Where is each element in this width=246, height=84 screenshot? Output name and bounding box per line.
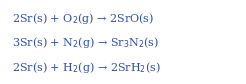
Text: 2Sr(s) + H$_2$(g) → 2SrH$_2$(s): 2Sr(s) + H$_2$(g) → 2SrH$_2$(s)	[12, 60, 161, 75]
Text: 3Sr(s) + N$_2$(g) → Sr$_3$N$_2$(s): 3Sr(s) + N$_2$(g) → Sr$_3$N$_2$(s)	[12, 35, 159, 49]
Text: 2Sr(s) + O$_2$(g) → 2SrO(s): 2Sr(s) + O$_2$(g) → 2SrO(s)	[12, 11, 154, 26]
